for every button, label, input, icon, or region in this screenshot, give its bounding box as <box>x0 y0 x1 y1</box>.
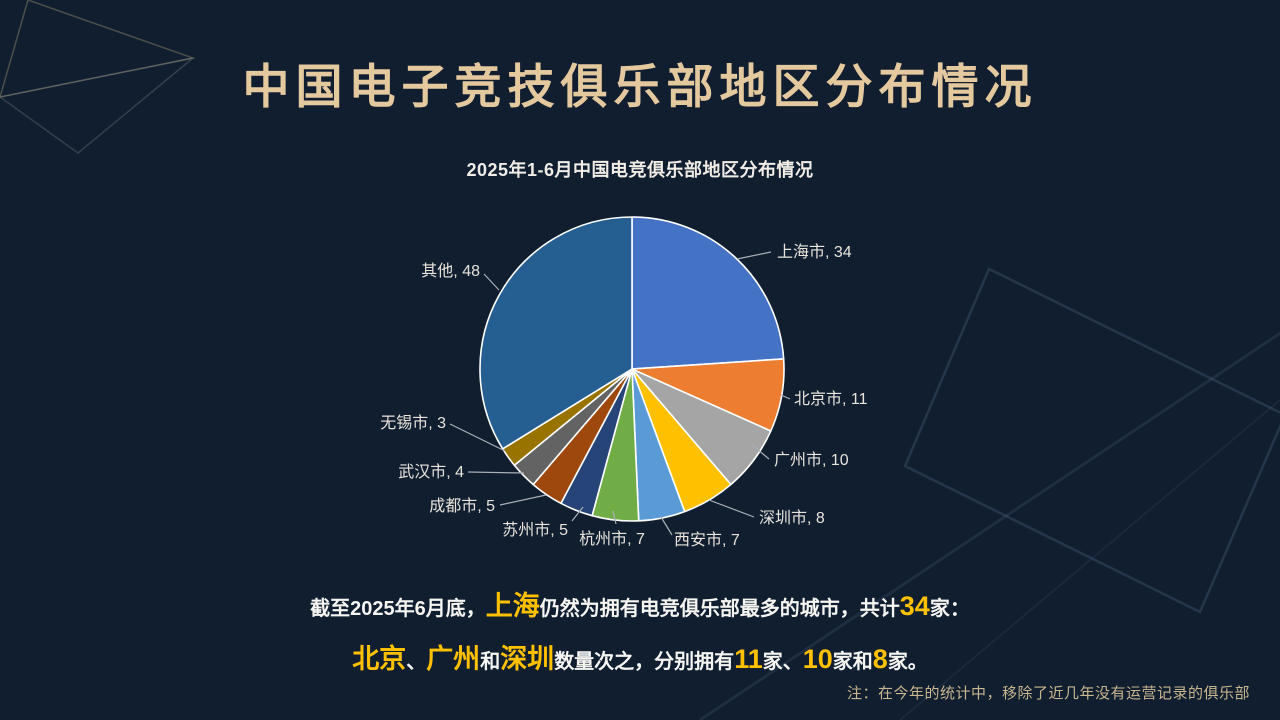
pie-label-深圳市: 深圳市, 8 <box>759 509 825 527</box>
summary-text: 家： <box>929 598 970 620</box>
pie-slice-上海市 <box>631 216 785 370</box>
pie-leader-lines <box>449 251 791 536</box>
pie-label-西安市: 西安市, 7 <box>674 531 740 549</box>
summary-highlight: 北京 <box>352 644 407 674</box>
summary-text: 截至2025年6月底， <box>310 598 486 620</box>
footnote: 注：在今年的统计中，移除了近几年没有运营记录的俱乐部 <box>846 685 1250 702</box>
decoration-diagonal-line-1 <box>699 331 1280 720</box>
pie-label-北京市: 北京市, 11 <box>794 390 868 408</box>
pie-leader-line <box>660 516 673 536</box>
summary-text: 家和 <box>832 651 873 673</box>
pie-leader-line <box>736 251 772 260</box>
summary-line-2: 北京、广州和深圳数量次之，分别拥有11家、10家和8家。 <box>0 637 1280 676</box>
summary-highlight: 34 <box>899 591 930 621</box>
decoration-triangle-top-left-2 <box>0 57 194 154</box>
pie-leader-line <box>612 510 617 525</box>
page-title: 中国电子竞技俱乐部地区分布情况 <box>242 60 1038 113</box>
summary-highlight: 深圳 <box>500 644 555 674</box>
pie-leader-line <box>483 273 500 291</box>
pie-labels: 上海市, 34 北京市, 11 广州市, 10 深圳市, 8 西安市, 7 杭州市, 7 苏… <box>380 243 867 549</box>
summary-text: 数量次之，分别拥有 <box>554 651 735 673</box>
pie-slice-其他 <box>479 216 633 450</box>
pie-label-无锡市: 无锡市, 3 <box>380 414 446 432</box>
pie-slices <box>479 216 785 522</box>
pie-leader-line <box>750 443 770 460</box>
pie-leader-line <box>499 494 547 506</box>
pie-leader-line <box>780 394 791 400</box>
summary-highlight: 8 <box>872 644 888 674</box>
pie-label-武汉市: 武汉市, 4 <box>398 463 464 481</box>
pie-leader-line <box>467 471 525 474</box>
summary-text: 和 <box>480 651 501 673</box>
pie-label-其他: 其他, 48 <box>421 262 480 280</box>
pie-label-上海市: 上海市, 34 <box>777 243 852 261</box>
summary-line-1: 截至2025年6月底，上海仍然为拥有电竞俱乐部最多的城市，共计34家： <box>0 584 1280 623</box>
pie-label-苏州市: 苏州市, 5 <box>502 521 568 539</box>
summary-text: 家。 <box>887 651 928 673</box>
summary-block: 截至2025年6月底，上海仍然为拥有电竞俱乐部最多的城市，共计34家： 北京、广… <box>0 584 1280 676</box>
summary-text: 仍然为拥有电竞俱乐部最多的城市，共计 <box>539 598 900 620</box>
decoration-square-bottom-right <box>903 267 1280 614</box>
pie-leader-line <box>708 499 755 518</box>
summary-highlight: 广州 <box>426 644 481 674</box>
pie-leader-line <box>449 423 506 452</box>
summary-text: 、 <box>406 651 427 673</box>
pie-label-成都市: 成都市, 5 <box>429 497 495 515</box>
decoration-diagonal-line-2 <box>899 399 1280 720</box>
pie-leader-line <box>571 506 584 522</box>
decoration-triangle-top-left-1 <box>0 0 196 98</box>
summary-highlight: 10 <box>802 644 833 674</box>
summary-text: 家、 <box>762 651 803 673</box>
chart-title: 2025年1-6月中国电竞俱乐部地区分布情况 <box>466 160 814 180</box>
summary-highlight: 上海 <box>485 591 540 621</box>
pie-label-广州市: 广州市, 10 <box>774 451 849 469</box>
summary-highlight: 11 <box>734 644 763 674</box>
pie-label-杭州市: 杭州市, 7 <box>579 530 645 548</box>
